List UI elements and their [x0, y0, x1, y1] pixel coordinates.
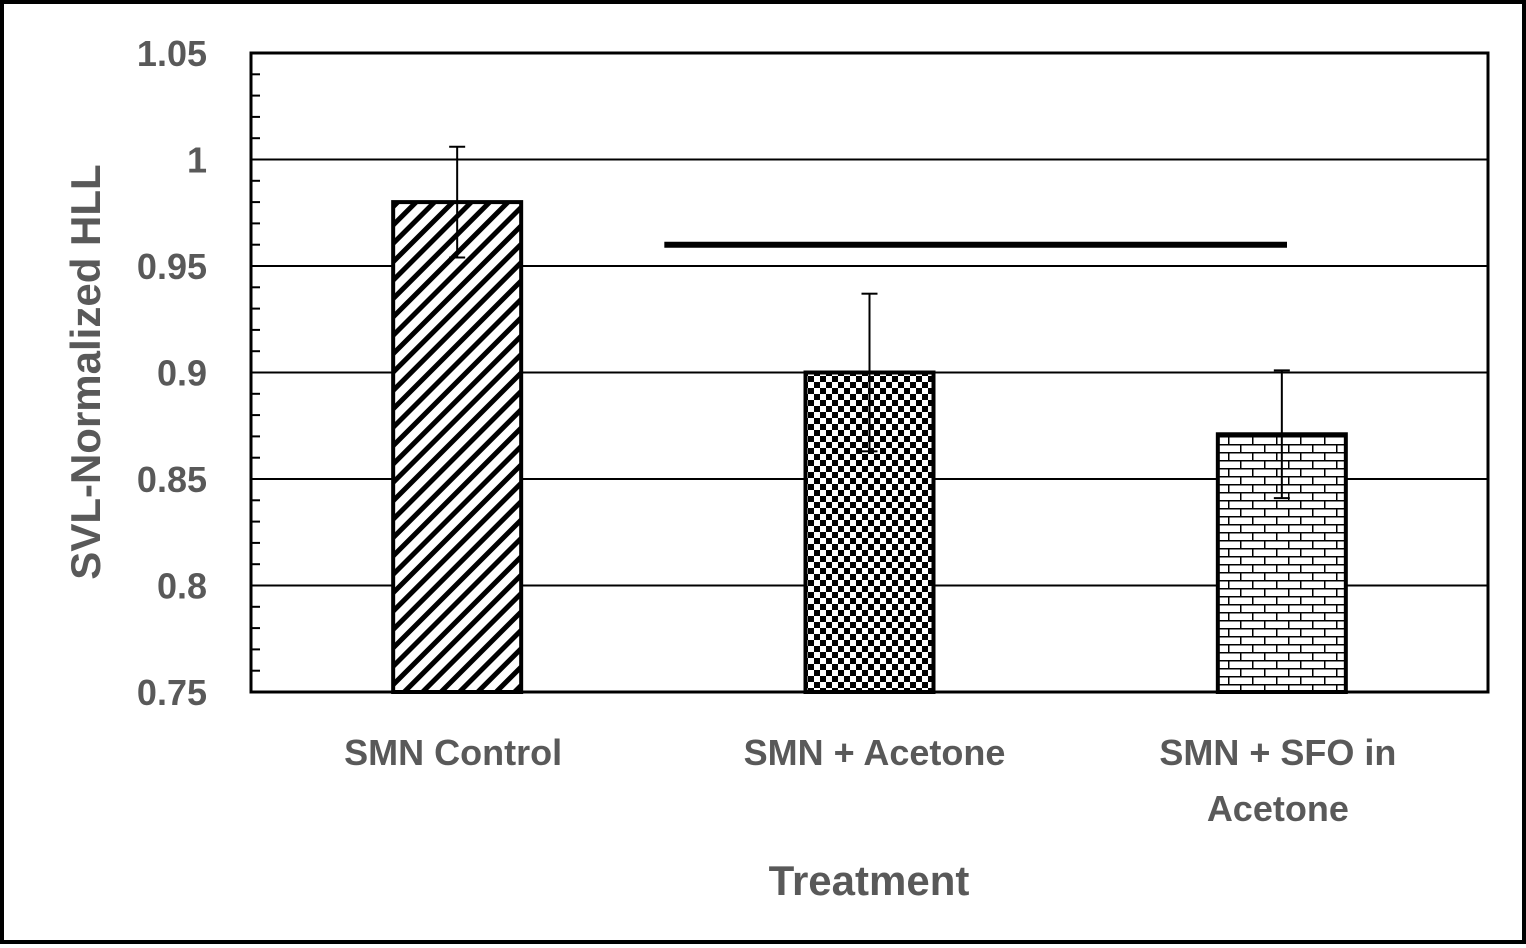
- bar-0: [391, 200, 524, 694]
- y-tick-label-3: 0.9: [157, 353, 207, 394]
- y-tick-label-6: 1.05: [137, 33, 207, 74]
- x-category-label-1: SMN + Acetone: [744, 732, 1006, 773]
- bar-chart: 0.75 0.8 0.85 0.9 0.95 1 1.05 SMN Control SMN +…: [62, 33, 1490, 904]
- y-tick-label-5: 1: [187, 140, 207, 181]
- y-tick-label-4: 0.95: [137, 246, 207, 287]
- y-tick-label-1: 0.8: [157, 566, 207, 607]
- x-category-label-line: SMN Control: [344, 732, 562, 773]
- bars: [391, 200, 1348, 694]
- y-tick-label-2: 0.85: [137, 459, 207, 500]
- x-category-label-2: SMN + SFO in Acetone: [1159, 732, 1396, 829]
- y-tick-labels: 0.75 0.8 0.85 0.9 0.95 1 1.05: [137, 33, 207, 713]
- x-category-label-line: SMN + SFO in: [1159, 732, 1396, 773]
- x-category-label-line: SMN + Acetone: [744, 732, 1006, 773]
- y-tick-label-0: 0.75: [137, 672, 207, 713]
- error-bars: [449, 145, 1290, 500]
- plot-border: [249, 51, 1490, 694]
- x-category-labels: SMN Control SMN + Acetone SMN + SFO in Acet…: [344, 732, 1396, 829]
- y-axis-title: SVL-Normalized HLL: [62, 164, 109, 579]
- x-category-label-0: SMN Control: [344, 732, 562, 773]
- x-category-label-line: Acetone: [1207, 788, 1349, 829]
- plot-area-border: [249, 51, 1490, 694]
- x-axis-title: Treatment: [769, 857, 970, 904]
